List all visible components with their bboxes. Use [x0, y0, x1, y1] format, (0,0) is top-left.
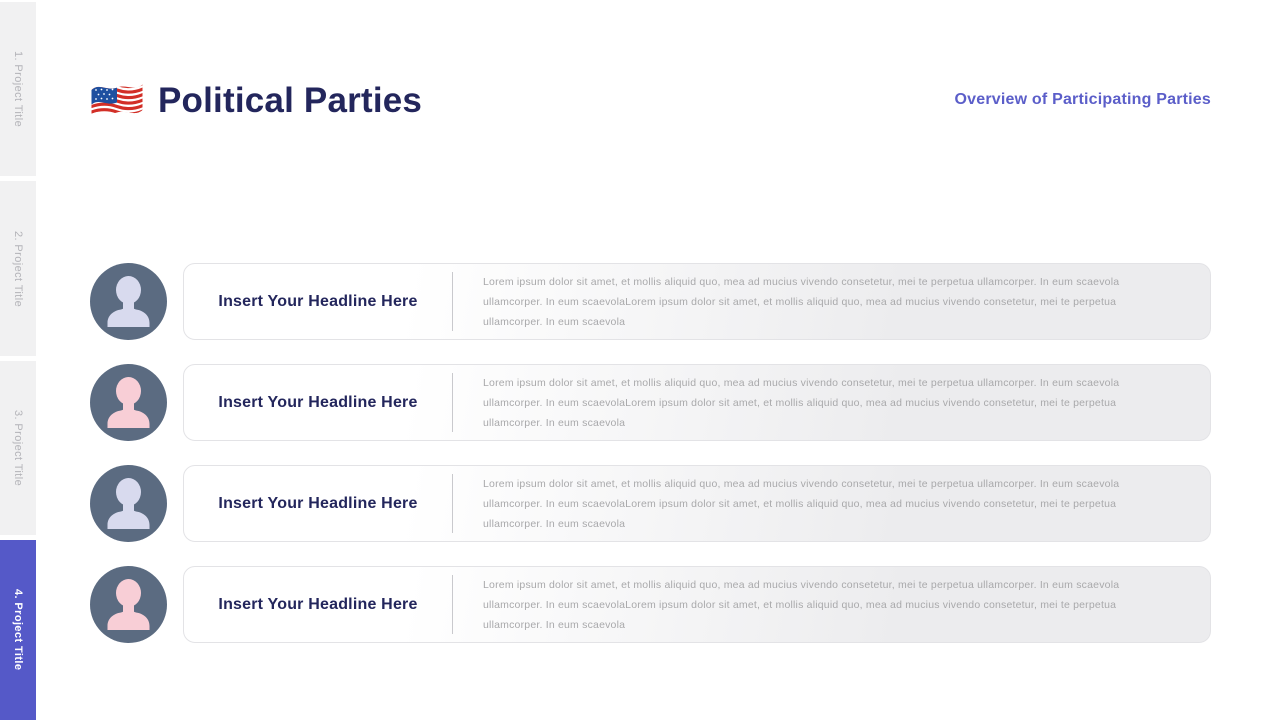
party-row: Insert Your Headline Here Lorem ipsum do…: [90, 364, 1211, 441]
person-icon: [90, 566, 167, 643]
party-row: Insert Your Headline Here Lorem ipsum do…: [90, 465, 1211, 542]
content-card: Insert Your Headline Here Lorem ipsum do…: [183, 364, 1211, 441]
party-row: Insert Your Headline Here Lorem ipsum do…: [90, 263, 1211, 340]
page-title: Political Parties: [158, 81, 423, 120]
sidebar-item-project-1[interactable]: 1. Project Title: [0, 2, 36, 177]
sidebar-item-project-4-active[interactable]: 4. Project Title: [0, 540, 36, 720]
sidebar-item-project-2[interactable]: 2. Project Title: [0, 181, 36, 356]
content-card: Insert Your Headline Here Lorem ipsum do…: [183, 465, 1211, 542]
content-card: Insert Your Headline Here Lorem ipsum do…: [183, 566, 1211, 643]
headline-placeholder: Insert Your Headline Here: [218, 595, 418, 613]
body-text-placeholder: Lorem ipsum dolor sit amet, et mollis al…: [483, 477, 1120, 530]
card-divider: [452, 575, 453, 634]
person-icon: [90, 364, 167, 441]
card-divider: [452, 272, 453, 331]
slide-subtitle: Overview of Participating Parties: [954, 91, 1211, 108]
headline-placeholder: Insert Your Headline Here: [218, 292, 418, 310]
slide-tabs-sidebar: 1. Project Title 2. Project Title 3. Pro…: [0, 0, 36, 720]
us-flag-icon: [90, 80, 144, 122]
body-text-placeholder: Lorem ipsum dolor sit amet, et mollis al…: [483, 275, 1120, 328]
content-card: Insert Your Headline Here Lorem ipsum do…: [183, 263, 1211, 340]
body-text-placeholder: Lorem ipsum dolor sit amet, et mollis al…: [483, 376, 1120, 429]
card-divider: [452, 474, 453, 533]
card-divider: [452, 373, 453, 432]
headline-placeholder: Insert Your Headline Here: [218, 494, 418, 512]
headline-placeholder: Insert Your Headline Here: [218, 393, 418, 411]
person-icon: [90, 263, 167, 340]
party-row: Insert Your Headline Here Lorem ipsum do…: [90, 566, 1211, 643]
person-icon: [90, 465, 167, 542]
slide-header: Political Parties: [90, 76, 422, 126]
body-text-placeholder: Lorem ipsum dolor sit amet, et mollis al…: [483, 578, 1120, 631]
sidebar-item-project-3[interactable]: 3. Project Title: [0, 360, 36, 536]
